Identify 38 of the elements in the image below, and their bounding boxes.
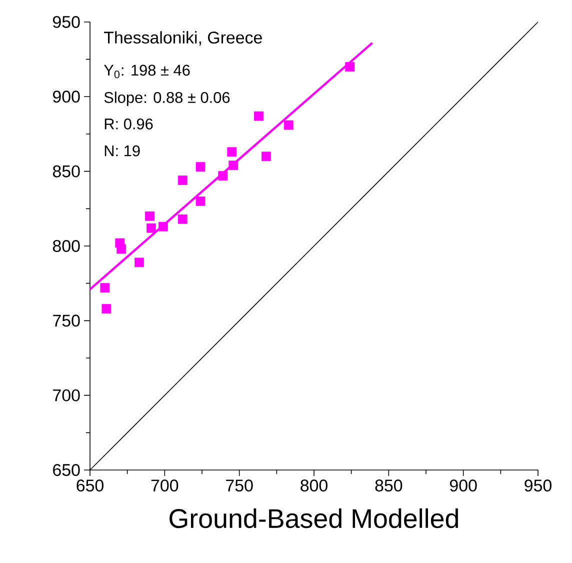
point [178,214,188,224]
point [158,222,168,232]
point [134,258,144,268]
point [196,162,206,172]
point [146,223,156,233]
point [254,111,264,121]
point [227,147,237,157]
annotation: R: 0.96 [104,118,153,130]
x-tick-label: 650 [76,480,104,492]
point [100,283,110,293]
point [116,244,126,254]
y-tick-label: 750 [53,314,80,327]
y-tick-label: 800 [52,240,80,252]
y-tick-label: 900 [53,90,80,103]
annotation: N: 19 [104,145,140,156]
y-tick-label: 650 [53,464,80,476]
point [178,176,188,185]
point [345,62,355,72]
point [196,196,206,206]
y-tick-label: 950 [53,16,80,28]
point [102,304,112,314]
annotation: Slope: 0.88 ± 0.06 [104,92,230,106]
x-tick-label: 800 [300,480,328,492]
annotation: Y$_{0}$: 198 ± 46 [104,64,190,78]
x-tick-label: 950 [524,480,552,492]
point [145,211,154,221]
x-tick-label: 750 [226,480,253,492]
x-tick-label: 850 [375,480,402,492]
point [218,171,228,181]
y-tick-label: 700 [53,389,80,402]
x-tick-label: 900 [450,480,477,492]
y-tick-label: 850 [52,165,80,178]
annotation: Thessaloniki, Greece [104,31,262,46]
x-tick-label: 700 [151,480,178,492]
point [284,120,294,130]
point [262,152,271,162]
x-axis-title: Ground-Based Modelled [170,508,458,528]
point [228,160,238,170]
